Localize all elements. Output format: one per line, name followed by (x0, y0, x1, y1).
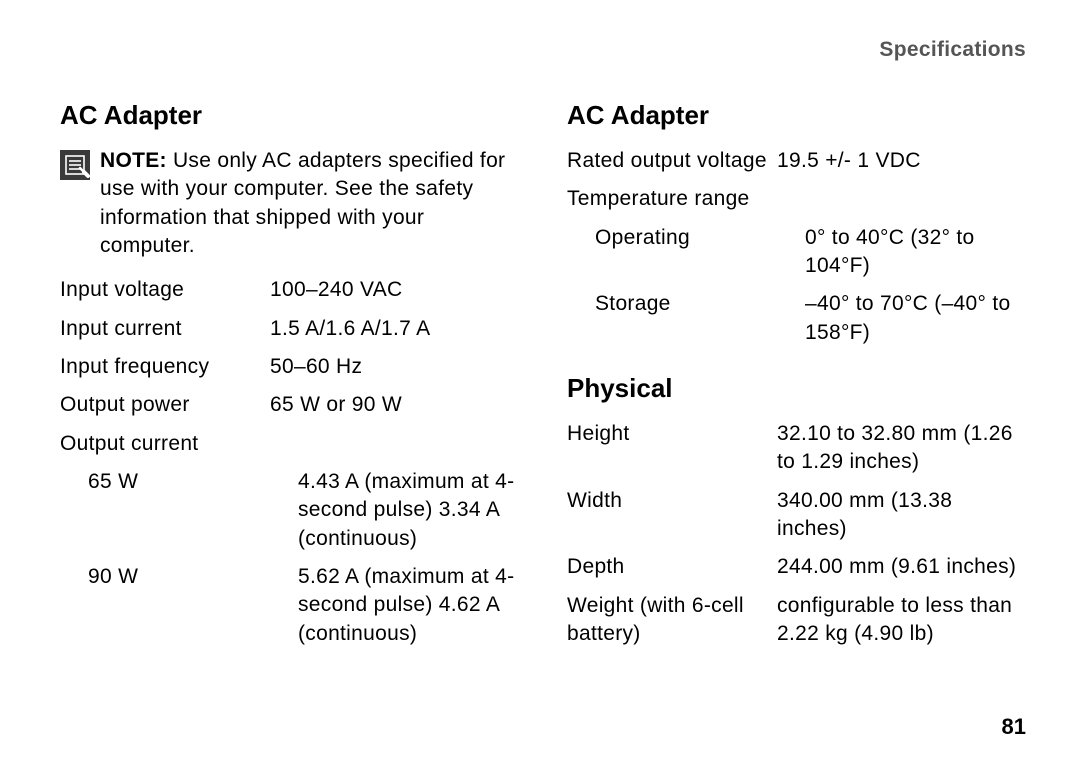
spec-value: configurable to less than 2.22 kg (4.90 … (777, 592, 1026, 649)
spec-value: 244.00 mm (9.61 inches) (777, 553, 1026, 581)
section-title-physical: Physical (567, 373, 1026, 404)
spec-label: Depth (567, 553, 777, 581)
spec-value: 4.43 A (maximum at 4-second pulse) 3.34 … (298, 468, 519, 553)
spec-value: 5.62 A (maximum at 4-second pulse) 4.62 … (298, 563, 519, 648)
spec-row: Weight (with 6-cell battery) configurabl… (567, 592, 1026, 649)
spec-label: Output power (60, 391, 270, 419)
spec-label: Input voltage (60, 276, 270, 304)
spec-row: 90 W 5.62 A (maximum at 4-second pulse) … (60, 563, 519, 648)
columns: AC Adapter NOTE: Use only AC ada (60, 92, 1026, 658)
spec-label: Width (567, 487, 777, 544)
spec-label: 65 W (60, 468, 298, 553)
spec-row: Height 32.10 to 32.80 mm (1.26 to 1.29 i… (567, 420, 1026, 477)
spec-row: Input frequency 50–60 Hz (60, 353, 519, 381)
note-icon (60, 150, 90, 180)
spec-row: Operating 0° to 40°C (32° to 104°F) (567, 224, 1026, 281)
spec-row: Input current 1.5 A/1.6 A/1.7 A (60, 315, 519, 343)
temperature-range-label: Temperature range (567, 185, 1026, 213)
spec-value: 32.10 to 32.80 mm (1.26 to 1.29 inches) (777, 420, 1026, 477)
spec-row: 65 W 4.43 A (maximum at 4-second pulse) … (60, 468, 519, 553)
spec-label: Weight (with 6-cell battery) (567, 592, 777, 649)
spec-row: Output power 65 W or 90 W (60, 391, 519, 419)
spec-label: Height (567, 420, 777, 477)
spec-value: 340.00 mm (13.38 inches) (777, 487, 1026, 544)
section-title-ac-right: AC Adapter (567, 100, 1026, 131)
spec-label: Operating (567, 224, 805, 281)
spec-row: Rated output voltage 19.5 +/- 1 VDC (567, 147, 1026, 175)
spec-value: 50–60 Hz (270, 353, 519, 381)
note-label: NOTE: (100, 149, 167, 172)
spec-value: 65 W or 90 W (270, 391, 519, 419)
spec-value: 100–240 VAC (270, 276, 519, 304)
output-current-label: Output current (60, 430, 519, 458)
spec-label: Input current (60, 315, 270, 343)
spec-value: 19.5 +/- 1 VDC (777, 147, 1026, 175)
spec-label: Storage (567, 290, 805, 347)
spec-row: Depth 244.00 mm (9.61 inches) (567, 553, 1026, 581)
spec-row: Storage –40° to 70°C (–40° to 158°F) (567, 290, 1026, 347)
section-title-ac-left: AC Adapter (60, 100, 519, 131)
spec-label: Input frequency (60, 353, 270, 381)
page: Specifications AC Adapter (0, 0, 1080, 766)
note-text: NOTE: Use only AC adapters specified for… (100, 147, 519, 260)
spec-row: Input voltage 100–240 VAC (60, 276, 519, 304)
spec-value: 0° to 40°C (32° to 104°F) (805, 224, 1026, 281)
page-number: 81 (1002, 714, 1026, 740)
left-column: AC Adapter NOTE: Use only AC ada (60, 92, 519, 658)
spec-value: –40° to 70°C (–40° to 158°F) (805, 290, 1026, 347)
right-column: AC Adapter Rated output voltage 19.5 +/-… (567, 92, 1026, 658)
note-block: NOTE: Use only AC adapters specified for… (60, 147, 519, 260)
spec-row: Width 340.00 mm (13.38 inches) (567, 487, 1026, 544)
spec-value: 1.5 A/1.6 A/1.7 A (270, 315, 519, 343)
spec-label: 90 W (60, 563, 298, 648)
running-head: Specifications (60, 38, 1026, 62)
spec-label: Rated output voltage (567, 147, 777, 175)
